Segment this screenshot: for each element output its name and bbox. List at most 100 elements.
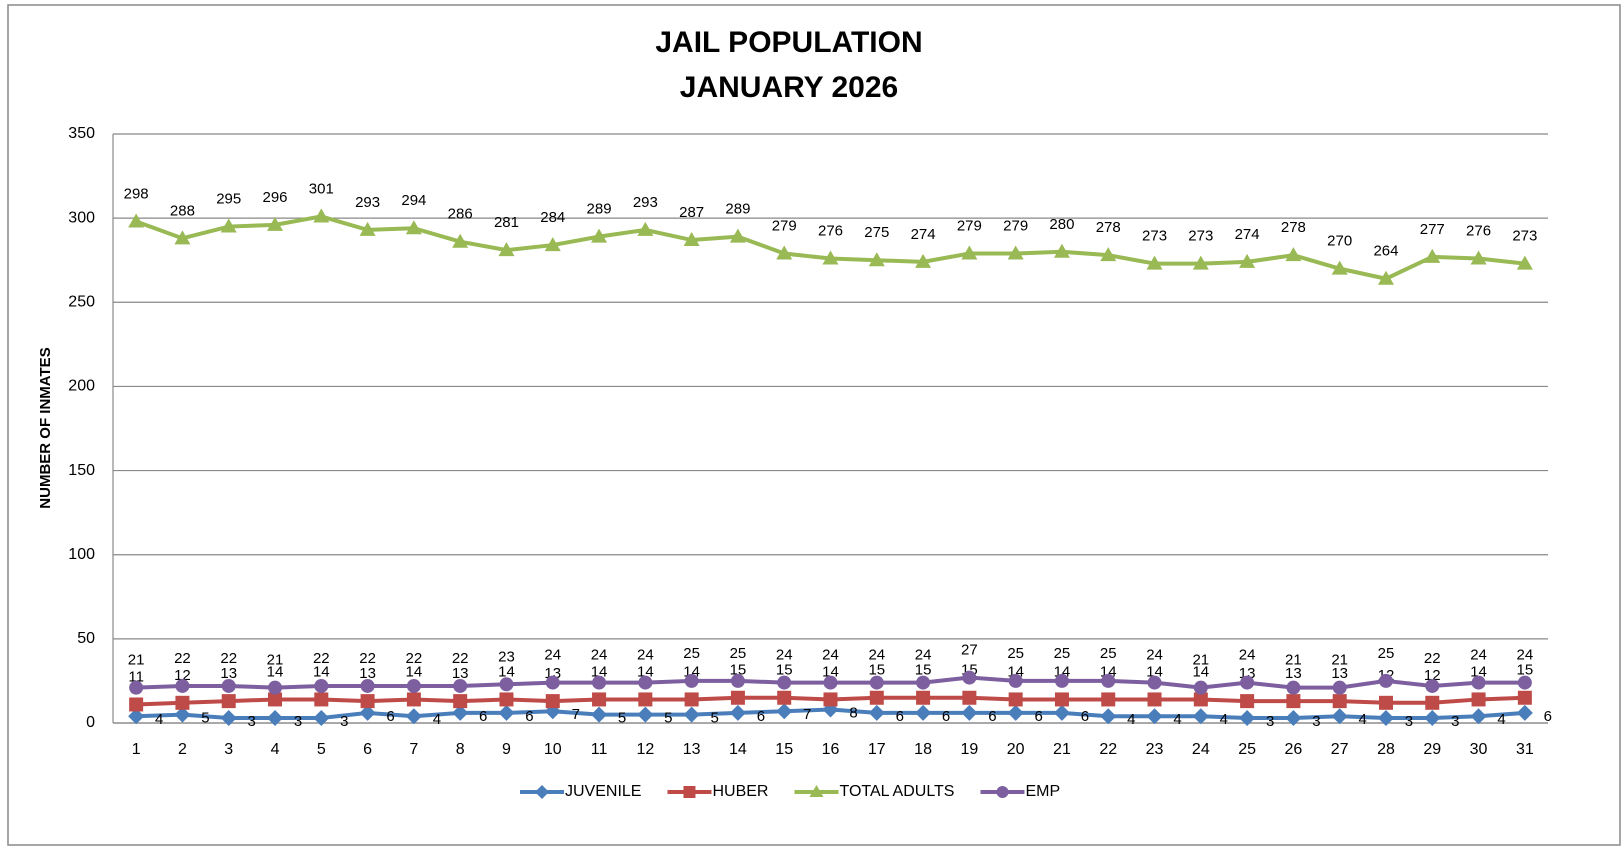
x-tick-label: 13 — [683, 741, 701, 758]
marker — [268, 680, 283, 695]
x-tick-label: 20 — [1007, 741, 1025, 758]
data-label: 279 — [1003, 217, 1028, 234]
data-label: 4 — [1127, 711, 1135, 728]
x-tick-label: 8 — [456, 741, 465, 758]
data-label: 12 — [1424, 667, 1441, 684]
data-label: 7 — [803, 706, 811, 723]
marker — [1425, 678, 1440, 693]
x-tick-label: 1 — [132, 741, 141, 758]
marker — [314, 678, 329, 693]
marker — [1378, 673, 1393, 688]
marker — [1378, 695, 1393, 710]
marker — [1053, 704, 1070, 721]
x-tick-label: 29 — [1423, 741, 1441, 758]
marker — [823, 675, 838, 690]
data-label: 3 — [1312, 713, 1320, 730]
marker — [1286, 694, 1301, 709]
marker — [1007, 704, 1024, 721]
marker — [267, 216, 284, 231]
data-label: 22 — [452, 650, 469, 667]
marker — [221, 694, 236, 709]
data-label: 3 — [340, 713, 348, 730]
marker — [1192, 255, 1209, 270]
data-label: 301 — [309, 180, 334, 197]
data-label: 21 — [1285, 652, 1302, 669]
y-tick-label: 200 — [68, 378, 95, 395]
data-label: 273 — [1188, 228, 1213, 245]
data-label: 4 — [1173, 711, 1181, 728]
marker — [1470, 250, 1487, 265]
data-label: 264 — [1373, 243, 1398, 260]
marker — [637, 706, 654, 723]
x-tick-label: 30 — [1470, 741, 1488, 758]
y-axis-label: NUMBER OF INMATES — [37, 347, 54, 508]
marker — [545, 675, 560, 690]
data-label: 5 — [618, 710, 626, 727]
data-label: 6 — [525, 708, 533, 725]
marker — [638, 692, 653, 707]
marker — [129, 680, 144, 695]
marker — [730, 673, 745, 688]
data-label: 14 — [406, 663, 423, 680]
marker — [1517, 675, 1532, 690]
data-label: 6 — [1544, 708, 1552, 725]
data-label: 5 — [201, 710, 209, 727]
marker — [220, 218, 237, 233]
legend-label: TOTAL ADULTS — [839, 783, 954, 800]
data-label: 273 — [1142, 228, 1167, 245]
marker — [592, 675, 607, 690]
data-label: 281 — [494, 214, 519, 231]
marker — [1424, 709, 1441, 726]
x-tick-label: 17 — [868, 741, 886, 758]
y-tick-label: 300 — [68, 209, 95, 226]
data-label: 273 — [1512, 228, 1537, 245]
marker — [1286, 680, 1301, 695]
data-label: 294 — [401, 192, 426, 209]
marker — [1054, 692, 1069, 707]
data-label: 22 — [313, 650, 330, 667]
marker — [915, 704, 932, 721]
marker — [823, 692, 838, 707]
data-label: 13 — [452, 665, 469, 682]
data-label: 274 — [911, 226, 936, 243]
x-tick-label: 18 — [914, 741, 932, 758]
data-label: 14 — [498, 663, 515, 680]
data-label: 6 — [988, 708, 996, 725]
data-label: 274 — [1235, 226, 1260, 243]
marker — [359, 221, 376, 236]
data-label: 4 — [1497, 711, 1505, 728]
data-label: 25 — [1100, 645, 1117, 662]
marker — [1377, 709, 1394, 726]
data-label: 3 — [294, 713, 302, 730]
data-label: 6 — [942, 708, 950, 725]
marker — [313, 709, 330, 726]
chart-title: JAIL POPULATION — [655, 26, 922, 59]
marker — [1332, 680, 1347, 695]
data-label: 14 — [591, 663, 608, 680]
marker — [1100, 708, 1117, 725]
data-label: 15 — [868, 662, 885, 679]
marker — [776, 703, 793, 720]
data-label: 3 — [1266, 713, 1274, 730]
x-tick-label: 14 — [729, 741, 747, 758]
data-label: 4 — [155, 711, 163, 728]
data-label: 25 — [683, 645, 700, 662]
y-tick-label: 150 — [68, 462, 95, 479]
data-label: 22 — [1424, 650, 1441, 667]
marker — [1425, 695, 1440, 710]
marker — [1192, 708, 1209, 725]
marker — [1285, 247, 1302, 262]
data-label: 284 — [540, 209, 565, 226]
x-tick-label: 12 — [636, 741, 654, 758]
data-label: 287 — [679, 204, 704, 221]
marker — [869, 690, 884, 705]
x-tick-label: 10 — [544, 741, 562, 758]
marker — [916, 690, 931, 705]
data-label: 22 — [220, 650, 237, 667]
marker — [729, 704, 746, 721]
marker — [406, 678, 421, 693]
y-tick-label: 100 — [68, 546, 95, 563]
data-label: 293 — [633, 194, 658, 211]
data-label: 288 — [170, 202, 195, 219]
data-label: 279 — [957, 217, 982, 234]
